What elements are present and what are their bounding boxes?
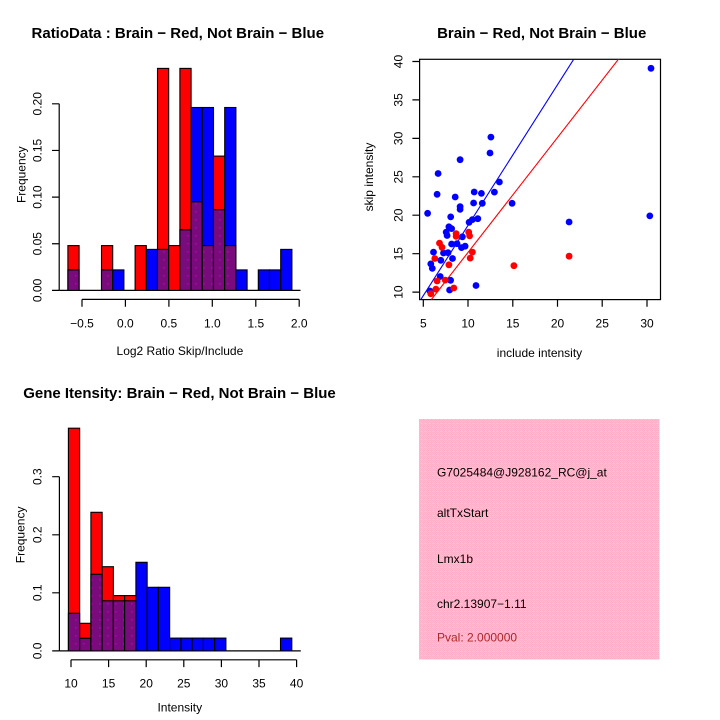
svg-text:0.2: 0.2 [31,526,45,543]
svg-text:G7025484@J928162_RC@j_at: G7025484@J928162_RC@j_at [437,466,607,480]
svg-text:10: 10 [391,285,405,299]
svg-text:0.1: 0.1 [31,584,45,601]
svg-text:altTxStart: altTxStart [437,506,489,520]
svg-text:30: 30 [640,316,654,330]
svg-text:Frequency: Frequency [14,146,28,203]
svg-text:40: 40 [391,55,405,69]
svg-text:20: 20 [551,316,565,330]
svg-text:30: 30 [391,131,405,145]
svg-text:Gene Itensity: Brain − Red, No: Gene Itensity: Brain − Red, Not Brain − … [23,385,336,402]
svg-text:10: 10 [64,676,78,690]
svg-text:Pval: 2.000000: Pval: 2.000000 [437,631,517,645]
svg-text:include intensity: include intensity [497,346,582,360]
svg-text:0.0: 0.0 [117,316,134,330]
svg-text:40: 40 [290,676,304,690]
svg-text:15: 15 [391,247,405,261]
svg-text:chr2.13907−1.11: chr2.13907−1.11 [437,597,527,611]
svg-text:0.05: 0.05 [31,232,45,256]
svg-text:2.0: 2.0 [291,316,308,330]
svg-text:0.0: 0.0 [31,642,45,659]
svg-text:Brain − Red, Not Brain − Blue: Brain − Red, Not Brain − Blue [437,25,646,42]
svg-text:RatioData : Brain − Red, Not B: RatioData : Brain − Red, Not Brain − Blu… [32,25,325,42]
svg-text:30: 30 [215,676,229,690]
svg-text:5: 5 [420,316,427,330]
svg-text:1.5: 1.5 [247,316,264,330]
svg-text:−0.5: −0.5 [70,316,94,330]
svg-text:Lmx1b: Lmx1b [437,552,473,566]
svg-text:0.00: 0.00 [31,278,45,302]
svg-text:35: 35 [391,93,405,107]
svg-text:15: 15 [506,316,520,330]
svg-text:Log2 Ratio Skip/Include: Log2 Ratio Skip/Include [117,344,244,358]
svg-text:0.3: 0.3 [31,468,45,485]
svg-text:25: 25 [596,316,610,330]
svg-text:10: 10 [461,316,475,330]
svg-text:25: 25 [177,676,191,690]
svg-text:1.0: 1.0 [204,316,221,330]
svg-text:15: 15 [102,676,116,690]
svg-text:0.20: 0.20 [31,92,45,116]
svg-text:Intensity: Intensity [157,701,202,715]
svg-text:Frequency: Frequency [14,507,28,564]
svg-text:20: 20 [391,208,405,222]
svg-text:skip intensity: skip intensity [362,143,376,212]
svg-text:0.10: 0.10 [31,185,45,209]
svg-text:25: 25 [391,170,405,184]
svg-text:20: 20 [140,676,154,690]
svg-text:0.5: 0.5 [161,316,178,330]
svg-text:0.15: 0.15 [31,138,45,162]
svg-text:35: 35 [252,676,266,690]
